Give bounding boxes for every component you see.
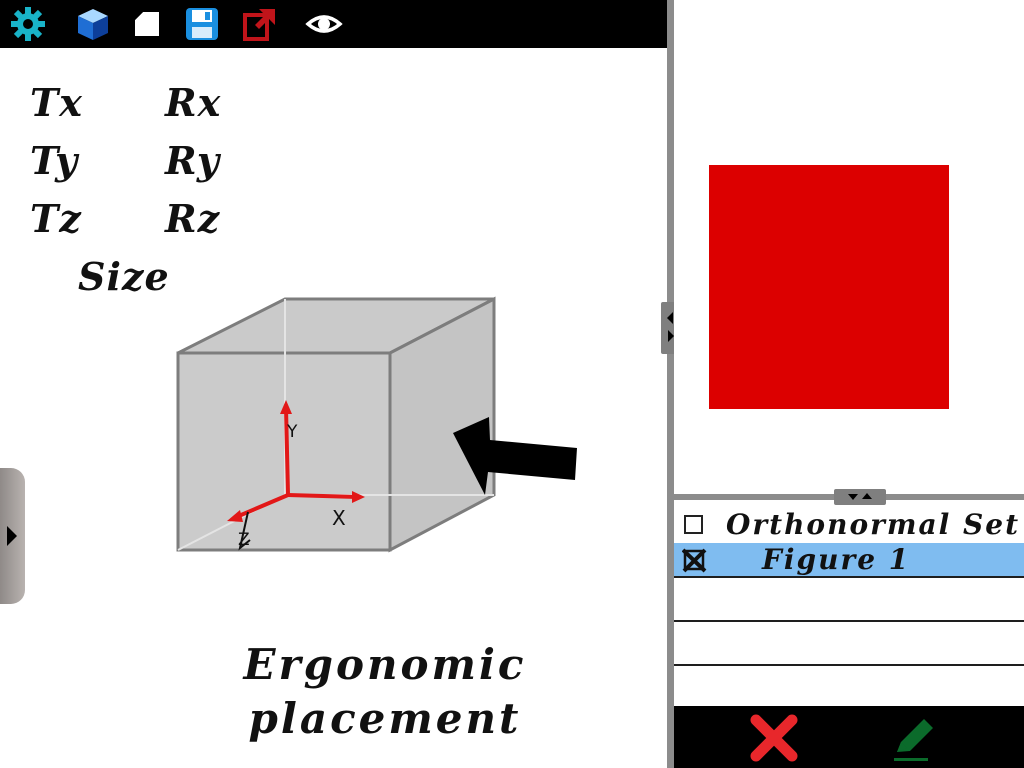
horizontal-splitter-handle[interactable] [834,489,886,505]
layer-label: Orthonormal Set [726,508,1021,541]
chevron-right-icon [668,330,674,342]
axis-z-label: Z [238,530,250,550]
chevron-down-icon [848,494,858,500]
eye-icon [305,15,343,33]
save-icon [186,8,218,40]
bottom-action-bar [674,706,1024,768]
object-button[interactable] [73,4,113,44]
layer-label: Figure 1 [762,543,911,576]
layer-row-figure-1[interactable]: Figure 1 [674,543,1024,578]
axes-gizmo: Y X Z [227,400,365,551]
left-drawer-handle[interactable] [0,468,25,604]
chevron-up-icon [862,493,872,499]
axis-y-label: Y [286,422,298,442]
export-button[interactable] [240,4,280,44]
param-tx[interactable]: Tx [30,80,83,125]
param-ty[interactable]: Ty [30,138,79,183]
view-button[interactable] [304,4,344,44]
editor-pane: Tx Rx Ty Ry Tz Rz Size Y X Z Ergonom [0,0,667,746]
close-icon [750,714,798,762]
empty-list-row [674,578,1024,622]
chevron-left-icon [667,312,673,324]
cancel-button[interactable] [746,710,802,766]
checked-checkbox-icon[interactable] [682,547,708,573]
layer-list: Orthonormal Set Figure 1 [674,508,1024,666]
caption-line-1: Ergonomic [243,640,527,689]
pencil-icon [894,719,933,761]
preview-pane: Orthonormal Set Figure 1 [674,0,1024,768]
cube-icon [78,9,108,40]
edit-button[interactable] [886,710,942,766]
preview-square [709,165,949,409]
pointer-arrow-icon [453,417,577,495]
toolbar [0,0,667,48]
caption: Ergonomic placement [200,638,570,746]
new-button[interactable] [127,4,167,44]
export-icon [243,9,275,41]
layer-row-orthonormal-set[interactable]: Orthonormal Set [674,508,1024,543]
layer-checkbox[interactable] [684,515,703,534]
scene-view: Y X Z [176,296,577,553]
caption-line-2: placement [248,694,522,743]
param-rz[interactable]: Rz [165,196,221,241]
settings-button[interactable] [8,4,48,44]
gear-icon [11,7,45,41]
param-size[interactable]: Size [78,254,170,299]
new-page-icon [135,12,159,36]
empty-list-row [674,622,1024,666]
param-ry[interactable]: Ry [165,138,220,183]
param-rx[interactable]: Rx [165,80,222,125]
chevron-right-icon [7,526,17,546]
param-tz[interactable]: Tz [30,196,82,241]
save-button[interactable] [182,4,222,44]
vertical-splitter[interactable] [667,0,674,768]
axis-x-label: X [332,506,346,530]
